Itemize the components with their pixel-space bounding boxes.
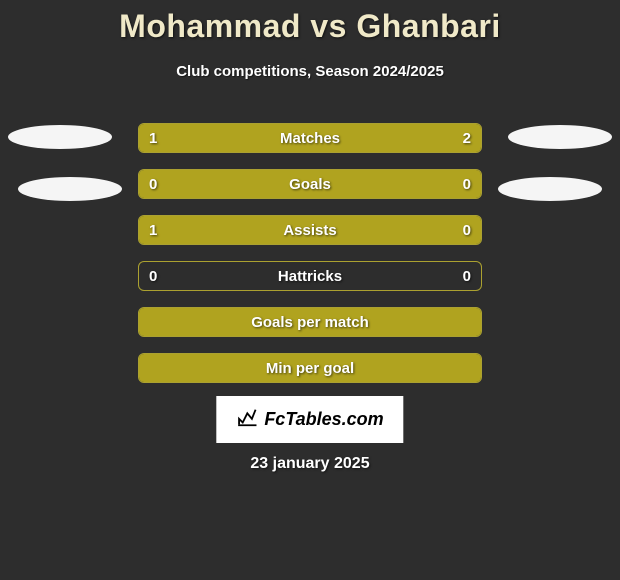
avatar-placeholder-right-1 bbox=[508, 125, 612, 149]
stat-row: Goals per match bbox=[138, 307, 482, 337]
stat-label: Goals bbox=[139, 170, 481, 198]
stat-row: 10Assists bbox=[138, 215, 482, 245]
branding-text: FcTables.com bbox=[264, 409, 383, 430]
stat-label: Matches bbox=[139, 124, 481, 152]
stat-row: 00Hattricks bbox=[138, 261, 482, 291]
snapshot-date: 23 january 2025 bbox=[0, 455, 620, 473]
stat-label: Min per goal bbox=[139, 354, 481, 382]
stats-bars: 12Matches 00Goals 10Assists 00Hattricks Goal… bbox=[138, 123, 482, 399]
avatar-placeholder-right-2 bbox=[498, 177, 602, 201]
stat-label: Goals per match bbox=[139, 308, 481, 336]
comparison-title: Mohammad vs Ghanbari bbox=[0, 0, 620, 45]
stat-row: Min per goal bbox=[138, 353, 482, 383]
chart-icon bbox=[236, 406, 258, 433]
stat-label: Hattricks bbox=[139, 262, 481, 290]
stat-row: 12Matches bbox=[138, 123, 482, 153]
avatar-placeholder-left-2 bbox=[18, 177, 122, 201]
branding-badge: FcTables.com bbox=[216, 396, 403, 443]
stat-row: 00Goals bbox=[138, 169, 482, 199]
comparison-subtitle: Club competitions, Season 2024/2025 bbox=[0, 63, 620, 80]
stat-label: Assists bbox=[139, 216, 481, 244]
avatar-placeholder-left-1 bbox=[8, 125, 112, 149]
